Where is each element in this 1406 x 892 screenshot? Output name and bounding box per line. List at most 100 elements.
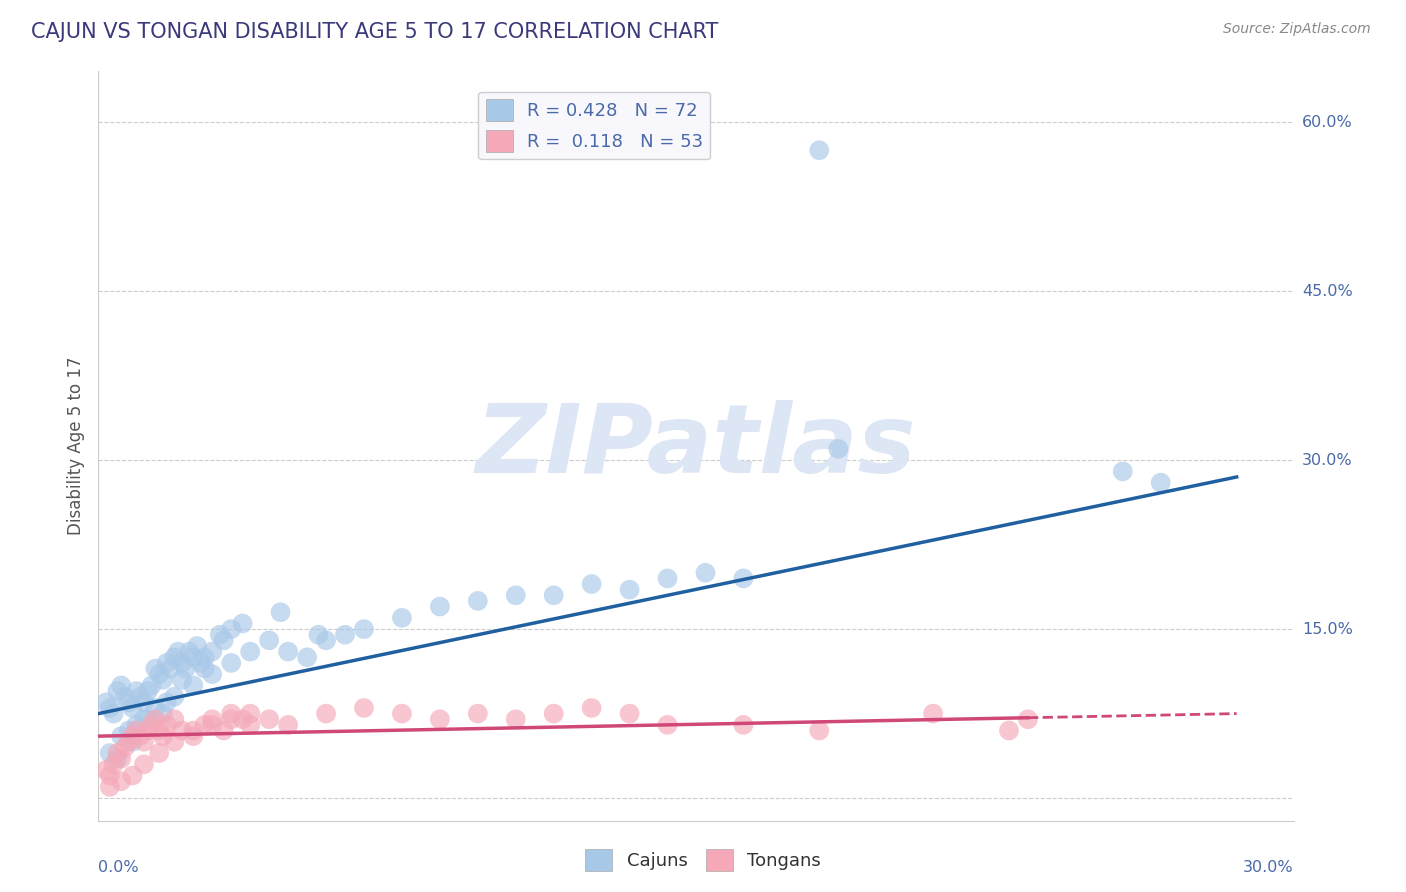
- Ellipse shape: [810, 140, 830, 160]
- Ellipse shape: [297, 648, 316, 667]
- Ellipse shape: [153, 726, 173, 746]
- Ellipse shape: [142, 675, 162, 695]
- Ellipse shape: [221, 704, 240, 723]
- Ellipse shape: [221, 653, 240, 673]
- Ellipse shape: [259, 709, 278, 729]
- Ellipse shape: [271, 602, 291, 622]
- Ellipse shape: [209, 625, 229, 645]
- Ellipse shape: [259, 631, 278, 650]
- Ellipse shape: [172, 721, 191, 740]
- Ellipse shape: [165, 687, 184, 706]
- Ellipse shape: [620, 704, 640, 723]
- Ellipse shape: [153, 670, 173, 690]
- Ellipse shape: [180, 642, 200, 662]
- Ellipse shape: [157, 653, 177, 673]
- Ellipse shape: [131, 687, 150, 706]
- Ellipse shape: [1114, 461, 1133, 481]
- Ellipse shape: [172, 653, 191, 673]
- Ellipse shape: [506, 585, 526, 605]
- Text: 0.0%: 0.0%: [98, 860, 139, 874]
- Ellipse shape: [131, 726, 150, 746]
- Ellipse shape: [1000, 721, 1019, 740]
- Text: 30.0%: 30.0%: [1302, 452, 1353, 467]
- Ellipse shape: [316, 631, 336, 650]
- Ellipse shape: [122, 726, 142, 746]
- Ellipse shape: [195, 658, 215, 678]
- Ellipse shape: [100, 743, 120, 763]
- Ellipse shape: [544, 585, 564, 605]
- Ellipse shape: [187, 636, 207, 656]
- Ellipse shape: [138, 721, 157, 740]
- Ellipse shape: [138, 709, 157, 729]
- Text: CAJUN VS TONGAN DISABILITY AGE 5 TO 17 CORRELATION CHART: CAJUN VS TONGAN DISABILITY AGE 5 TO 17 C…: [31, 22, 718, 42]
- Ellipse shape: [107, 743, 128, 763]
- Ellipse shape: [195, 648, 215, 667]
- Ellipse shape: [149, 665, 169, 684]
- Ellipse shape: [392, 704, 412, 723]
- Ellipse shape: [240, 642, 260, 662]
- Ellipse shape: [240, 704, 260, 723]
- Ellipse shape: [183, 648, 202, 667]
- Ellipse shape: [134, 692, 153, 712]
- Ellipse shape: [134, 732, 153, 752]
- Ellipse shape: [335, 625, 354, 645]
- Text: 60.0%: 60.0%: [1302, 114, 1353, 129]
- Ellipse shape: [160, 658, 180, 678]
- Ellipse shape: [658, 715, 678, 735]
- Legend: R = 0.428   N = 72, R =  0.118   N = 53: R = 0.428 N = 72, R = 0.118 N = 53: [478, 92, 710, 159]
- Y-axis label: Disability Age 5 to 17: Disability Age 5 to 17: [66, 357, 84, 535]
- Ellipse shape: [127, 681, 146, 701]
- Ellipse shape: [828, 439, 848, 458]
- Ellipse shape: [120, 692, 139, 712]
- Ellipse shape: [153, 704, 173, 723]
- Ellipse shape: [202, 715, 222, 735]
- Ellipse shape: [122, 765, 142, 785]
- Ellipse shape: [191, 653, 211, 673]
- Ellipse shape: [195, 715, 215, 735]
- Ellipse shape: [157, 692, 177, 712]
- Ellipse shape: [354, 698, 374, 718]
- Ellipse shape: [122, 698, 142, 718]
- Ellipse shape: [111, 675, 131, 695]
- Ellipse shape: [582, 698, 602, 718]
- Ellipse shape: [202, 642, 222, 662]
- Ellipse shape: [149, 721, 169, 740]
- Ellipse shape: [115, 738, 135, 757]
- Ellipse shape: [96, 760, 115, 780]
- Ellipse shape: [96, 692, 115, 712]
- Ellipse shape: [165, 709, 184, 729]
- Ellipse shape: [127, 715, 146, 735]
- Ellipse shape: [111, 749, 131, 769]
- Ellipse shape: [107, 681, 128, 701]
- Ellipse shape: [506, 709, 526, 729]
- Ellipse shape: [100, 765, 120, 785]
- Ellipse shape: [104, 755, 124, 774]
- Ellipse shape: [145, 698, 165, 718]
- Ellipse shape: [278, 715, 298, 735]
- Ellipse shape: [392, 608, 412, 628]
- Ellipse shape: [134, 755, 153, 774]
- Ellipse shape: [169, 642, 188, 662]
- Legend: Cajuns, Tongans: Cajuns, Tongans: [578, 842, 828, 879]
- Ellipse shape: [202, 709, 222, 729]
- Ellipse shape: [122, 732, 142, 752]
- Ellipse shape: [221, 619, 240, 639]
- Ellipse shape: [104, 704, 124, 723]
- Ellipse shape: [658, 568, 678, 588]
- Ellipse shape: [172, 670, 191, 690]
- Text: 45.0%: 45.0%: [1302, 284, 1353, 299]
- Ellipse shape: [165, 732, 184, 752]
- Ellipse shape: [214, 631, 233, 650]
- Ellipse shape: [100, 698, 120, 718]
- Ellipse shape: [468, 704, 488, 723]
- Ellipse shape: [308, 625, 329, 645]
- Ellipse shape: [734, 715, 754, 735]
- Ellipse shape: [233, 709, 253, 729]
- Ellipse shape: [214, 721, 233, 740]
- Ellipse shape: [221, 709, 240, 729]
- Ellipse shape: [1018, 709, 1038, 729]
- Ellipse shape: [115, 687, 135, 706]
- Ellipse shape: [183, 675, 202, 695]
- Text: ZIPatlas: ZIPatlas: [475, 400, 917, 492]
- Ellipse shape: [183, 721, 202, 740]
